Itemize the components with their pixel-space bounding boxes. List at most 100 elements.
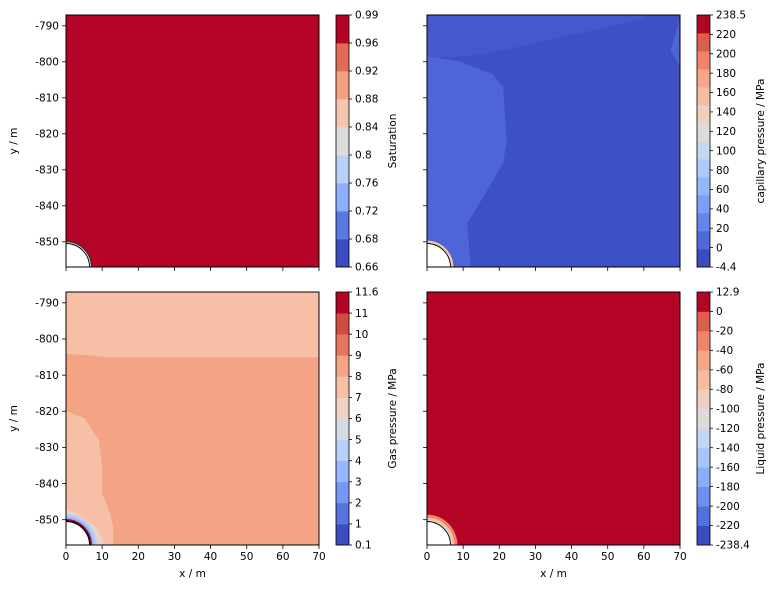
colorbar-tick-label: 238.5 [716, 10, 746, 22]
colorbar-tick-label: 140 [716, 107, 736, 119]
contour-region-left-lobe [66, 410, 114, 545]
colorbar-band [336, 523, 349, 546]
colorbar-band [336, 71, 349, 100]
colorbar-tick-label: 60 [716, 184, 729, 196]
colorbar-tick-label: 0.72 [355, 206, 378, 218]
colorbar-tick-label: -238.4 [716, 540, 750, 552]
colorbar-tick-label: -160 [716, 462, 740, 474]
colorbar-band [697, 408, 710, 429]
axes-frame [65, 14, 320, 268]
colorbar-band [697, 389, 710, 410]
colorbar-band [697, 428, 710, 449]
y-tick-label: -830 [35, 442, 59, 454]
x-tick-label: 0 [424, 551, 431, 563]
colorbar-tick-label: -80 [716, 384, 733, 396]
colorbar-band [336, 292, 349, 314]
colorbar-tick-label: -20 [716, 326, 733, 338]
colorbar-band [336, 460, 349, 483]
colorbar-band [697, 15, 710, 34]
colorbar-tick-label: 11 [355, 308, 368, 320]
colorbar-tick-label: 4 [355, 455, 362, 467]
colorbar-tick-label: 120 [716, 126, 736, 138]
axes-frame [65, 291, 320, 546]
axes-frame [426, 14, 681, 268]
contour-region-left-band [427, 56, 507, 267]
colorbar-tick-label: 0.88 [355, 94, 378, 106]
colorbar-label: Liquid pressure / MPa [755, 363, 767, 475]
colorbar-tick-label: 220 [716, 29, 736, 41]
x-tick-label: 60 [276, 551, 289, 563]
colorbar-tick-label: 0 [716, 242, 723, 254]
colorbar-band [697, 249, 710, 268]
y-tick-label: -850 [35, 514, 59, 526]
colorbar-band [336, 43, 349, 72]
colorbar-band [697, 123, 710, 142]
y-tick-label: -820 [35, 406, 59, 418]
x-tick-label: 30 [529, 551, 542, 563]
colorbar: 0.1 1 2 3 4 5 6 7 8 9 10 11 11.6 Gas pressure / MPa [335, 287, 399, 552]
excavation-hole [66, 521, 90, 545]
colorbar: 0.66 0.68 0.72 0.76 0.8 0.84 0.88 0.92 0.96 0.99 S… [335, 10, 399, 274]
colorbar-band [336, 334, 349, 356]
colorbar-band [697, 195, 710, 214]
colorbar-tick-label: 7 [355, 392, 362, 404]
colorbar-tick-label: 0.68 [355, 234, 378, 246]
colorbar-band [697, 506, 710, 526]
x-tick-label: 40 [565, 551, 578, 563]
plot-area [66, 292, 319, 545]
colorbar-band [697, 141, 710, 160]
contour-region-bulk [66, 15, 319, 267]
colorbar-band [697, 467, 710, 488]
colorbar-tick-label: 2 [355, 498, 362, 510]
colorbar-label: Gas pressure / MPa [387, 368, 399, 468]
colorbar-tick-label: 0.66 [355, 262, 379, 274]
panel-2: -4.4 0 20 40 60 80 100 120 140 160 180 200 220 238.5 c… [423, 10, 767, 274]
colorbar-band [336, 127, 349, 156]
y-tick-label: -790 [35, 21, 59, 33]
colorbar-tick-label: 0.92 [355, 66, 378, 78]
y-tick-label: -810 [35, 370, 59, 382]
colorbar-band [336, 502, 349, 525]
colorbar-band [336, 239, 349, 268]
colorbar: -4.4 0 20 40 60 80 100 120 140 160 180 200 220 238.5 c… [696, 10, 767, 274]
colorbar-band [336, 418, 349, 440]
colorbar-band [697, 231, 710, 250]
colorbar-tick-label: 0.99 [355, 10, 378, 22]
x-tick-label: 50 [601, 551, 614, 563]
colorbar-band [336, 15, 349, 44]
colorbar-tick-label: -200 [716, 501, 740, 513]
y-axis-label: y / m [8, 405, 20, 432]
colorbar-tick-label: 0.8 [355, 150, 372, 162]
colorbar-tick-label: -40 [716, 345, 733, 357]
colorbar-band [697, 486, 710, 507]
x-tick-label: 10 [456, 551, 469, 563]
colorbar-band [697, 69, 710, 88]
plot-area [427, 292, 680, 545]
x-axis-label: x / m [179, 568, 206, 580]
colorbar-label: Saturation [387, 114, 399, 169]
excavation-hole [427, 243, 451, 267]
y-tick-label: -810 [35, 93, 59, 105]
x-tick-label: 70 [673, 551, 686, 563]
y-tick-label: -830 [35, 165, 59, 177]
x-axis-label: x / m [540, 568, 567, 580]
x-tick-label: 60 [637, 551, 650, 563]
colorbar-tick-label: 0.76 [355, 178, 379, 190]
colorbar-tick-label: -100 [716, 404, 740, 416]
excavation-hole [66, 243, 90, 267]
colorbar-tick-label: 6 [355, 413, 362, 425]
colorbar-band [697, 177, 710, 196]
x-tick-label: 10 [95, 551, 108, 563]
contour-region-top-band [66, 292, 319, 358]
colorbar-tick-label: 100 [716, 145, 736, 157]
panel-4: 0 10 20 30 40 50 60 70x / m-238.4-220-200-180-1… [423, 287, 767, 580]
colorbar-tick-label: 0.96 [355, 38, 379, 50]
colorbar-tick-label: 8 [355, 371, 362, 383]
y-tick-label: -800 [35, 334, 59, 346]
colorbar-tick-label: 9 [355, 350, 362, 362]
x-tick-label: 20 [132, 551, 145, 563]
colorbar-tick-label: 80 [716, 165, 729, 177]
colorbar-band [697, 330, 710, 351]
x-tick-label: 20 [493, 551, 506, 563]
